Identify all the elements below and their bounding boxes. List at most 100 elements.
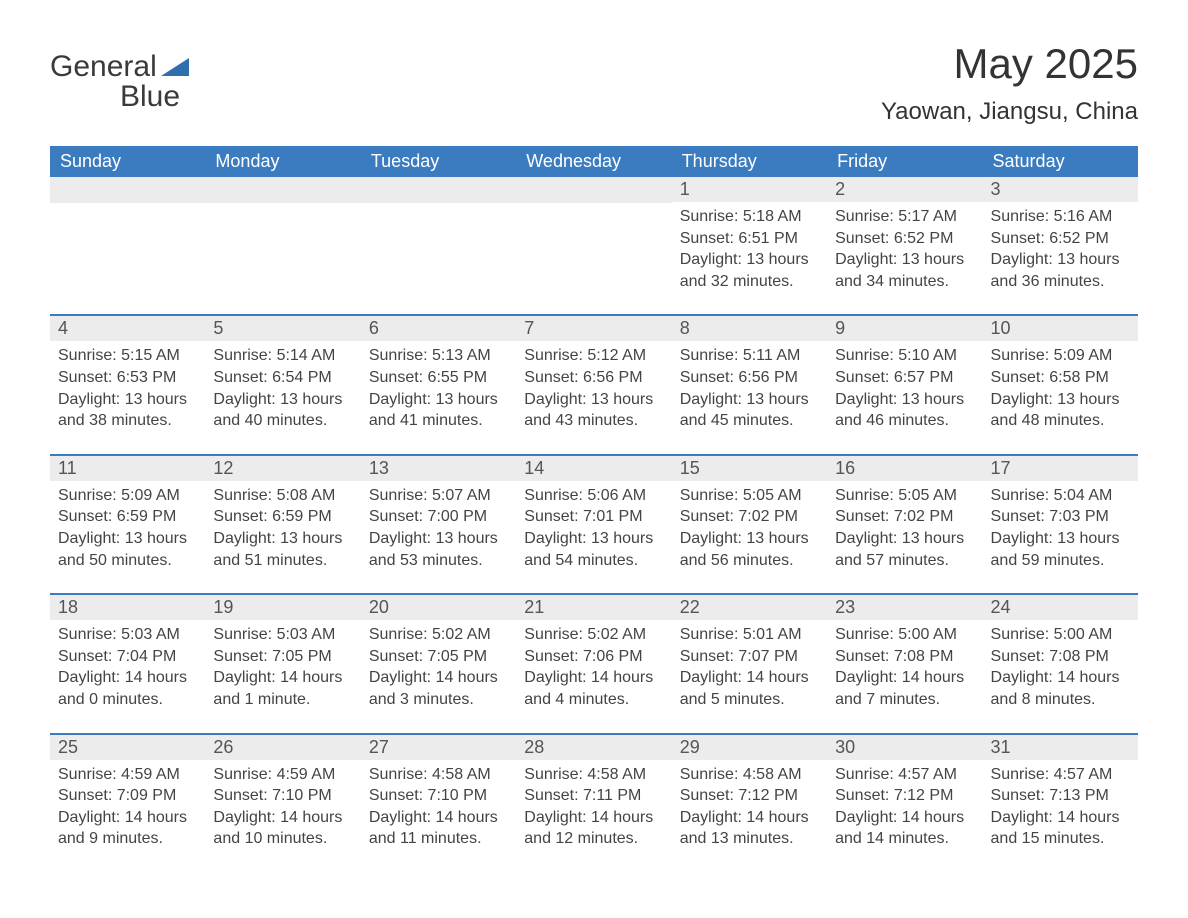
calendar-cell: 19Sunrise: 5:03 AMSunset: 7:05 PMDayligh… — [205, 594, 360, 733]
calendar-cell: 9Sunrise: 5:10 AMSunset: 6:57 PMDaylight… — [827, 315, 982, 454]
day-details: Sunrise: 5:15 AMSunset: 6:53 PMDaylight:… — [50, 341, 205, 453]
day-details: Sunrise: 5:02 AMSunset: 7:05 PMDaylight:… — [361, 620, 516, 732]
day-number: 9 — [827, 316, 982, 341]
day-number: 15 — [672, 456, 827, 481]
calendar-cell: 24Sunrise: 5:00 AMSunset: 7:08 PMDayligh… — [983, 594, 1138, 733]
calendar-cell: 29Sunrise: 4:58 AMSunset: 7:12 PMDayligh… — [672, 734, 827, 872]
day-details: Sunrise: 5:00 AMSunset: 7:08 PMDaylight:… — [827, 620, 982, 732]
calendar-cell — [50, 177, 205, 315]
calendar-table: SundayMondayTuesdayWednesdayThursdayFrid… — [50, 146, 1138, 872]
day-details: Sunrise: 5:00 AMSunset: 7:08 PMDaylight:… — [983, 620, 1138, 732]
logo-word2: Blue — [120, 80, 180, 113]
calendar-cell: 16Sunrise: 5:05 AMSunset: 7:02 PMDayligh… — [827, 455, 982, 594]
day-number: 22 — [672, 595, 827, 620]
logo-triangle-icon — [161, 54, 189, 81]
day-details: Sunrise: 5:08 AMSunset: 6:59 PMDaylight:… — [205, 481, 360, 593]
day-details: Sunrise: 4:59 AMSunset: 7:09 PMDaylight:… — [50, 760, 205, 872]
day-details: Sunrise: 5:09 AMSunset: 6:58 PMDaylight:… — [983, 341, 1138, 453]
weekday-header: Friday — [827, 146, 982, 177]
calendar-cell: 25Sunrise: 4:59 AMSunset: 7:09 PMDayligh… — [50, 734, 205, 872]
day-details: Sunrise: 5:13 AMSunset: 6:55 PMDaylight:… — [361, 341, 516, 453]
day-details: Sunrise: 5:06 AMSunset: 7:01 PMDaylight:… — [516, 481, 671, 593]
calendar-cell: 15Sunrise: 5:05 AMSunset: 7:02 PMDayligh… — [672, 455, 827, 594]
calendar-cell: 30Sunrise: 4:57 AMSunset: 7:12 PMDayligh… — [827, 734, 982, 872]
calendar-cell: 11Sunrise: 5:09 AMSunset: 6:59 PMDayligh… — [50, 455, 205, 594]
day-number: 17 — [983, 456, 1138, 481]
day-number: 19 — [205, 595, 360, 620]
page-subtitle: Yaowan, Jiangsu, China — [881, 98, 1138, 126]
calendar-cell: 8Sunrise: 5:11 AMSunset: 6:56 PMDaylight… — [672, 315, 827, 454]
day-details: Sunrise: 5:12 AMSunset: 6:56 PMDaylight:… — [516, 341, 671, 453]
weekday-header: Saturday — [983, 146, 1138, 177]
day-details: Sunrise: 4:57 AMSunset: 7:12 PMDaylight:… — [827, 760, 982, 872]
day-number: 2 — [827, 177, 982, 202]
calendar-cell: 12Sunrise: 5:08 AMSunset: 6:59 PMDayligh… — [205, 455, 360, 594]
calendar-cell: 1Sunrise: 5:18 AMSunset: 6:51 PMDaylight… — [672, 177, 827, 315]
calendar-cell: 28Sunrise: 4:58 AMSunset: 7:11 PMDayligh… — [516, 734, 671, 872]
weekday-header: Monday — [205, 146, 360, 177]
day-number: 20 — [361, 595, 516, 620]
day-details: Sunrise: 5:09 AMSunset: 6:59 PMDaylight:… — [50, 481, 205, 593]
day-number: 13 — [361, 456, 516, 481]
day-number: 7 — [516, 316, 671, 341]
header: General Blue May 2025 Yaowan, Jiangsu, C… — [50, 40, 1138, 138]
day-details: Sunrise: 5:05 AMSunset: 7:02 PMDaylight:… — [672, 481, 827, 593]
logo-text: General Blue — [50, 52, 189, 112]
calendar-cell: 2Sunrise: 5:17 AMSunset: 6:52 PMDaylight… — [827, 177, 982, 315]
calendar-cell: 26Sunrise: 4:59 AMSunset: 7:10 PMDayligh… — [205, 734, 360, 872]
calendar-cell — [516, 177, 671, 315]
day-number: 11 — [50, 456, 205, 481]
day-details: Sunrise: 5:18 AMSunset: 6:51 PMDaylight:… — [672, 202, 827, 314]
weekday-header: Wednesday — [516, 146, 671, 177]
day-details: Sunrise: 5:03 AMSunset: 7:05 PMDaylight:… — [205, 620, 360, 732]
calendar-cell: 31Sunrise: 4:57 AMSunset: 7:13 PMDayligh… — [983, 734, 1138, 872]
day-details: Sunrise: 5:14 AMSunset: 6:54 PMDaylight:… — [205, 341, 360, 453]
day-number: 6 — [361, 316, 516, 341]
day-number: 25 — [50, 735, 205, 760]
calendar-cell: 13Sunrise: 5:07 AMSunset: 7:00 PMDayligh… — [361, 455, 516, 594]
weekday-header: Thursday — [672, 146, 827, 177]
calendar-cell — [361, 177, 516, 315]
day-number: 18 — [50, 595, 205, 620]
calendar-cell: 10Sunrise: 5:09 AMSunset: 6:58 PMDayligh… — [983, 315, 1138, 454]
day-number: 21 — [516, 595, 671, 620]
day-number: 8 — [672, 316, 827, 341]
day-details: Sunrise: 4:58 AMSunset: 7:10 PMDaylight:… — [361, 760, 516, 872]
day-number: 24 — [983, 595, 1138, 620]
day-details: Sunrise: 4:57 AMSunset: 7:13 PMDaylight:… — [983, 760, 1138, 872]
day-details: Sunrise: 5:02 AMSunset: 7:06 PMDaylight:… — [516, 620, 671, 732]
day-number: 1 — [672, 177, 827, 202]
day-details: Sunrise: 5:07 AMSunset: 7:00 PMDaylight:… — [361, 481, 516, 593]
calendar-cell: 21Sunrise: 5:02 AMSunset: 7:06 PMDayligh… — [516, 594, 671, 733]
day-number: 29 — [672, 735, 827, 760]
day-details: Sunrise: 4:58 AMSunset: 7:11 PMDaylight:… — [516, 760, 671, 872]
day-number: 10 — [983, 316, 1138, 341]
logo-word1: General — [50, 50, 157, 83]
day-number: 16 — [827, 456, 982, 481]
calendar-cell: 5Sunrise: 5:14 AMSunset: 6:54 PMDaylight… — [205, 315, 360, 454]
day-details: Sunrise: 5:03 AMSunset: 7:04 PMDaylight:… — [50, 620, 205, 732]
day-number: 28 — [516, 735, 671, 760]
calendar-cell: 20Sunrise: 5:02 AMSunset: 7:05 PMDayligh… — [361, 594, 516, 733]
calendar-cell: 27Sunrise: 4:58 AMSunset: 7:10 PMDayligh… — [361, 734, 516, 872]
calendar-cell: 7Sunrise: 5:12 AMSunset: 6:56 PMDaylight… — [516, 315, 671, 454]
day-number: 4 — [50, 316, 205, 341]
calendar-cell: 14Sunrise: 5:06 AMSunset: 7:01 PMDayligh… — [516, 455, 671, 594]
day-number: 30 — [827, 735, 982, 760]
day-details: Sunrise: 4:59 AMSunset: 7:10 PMDaylight:… — [205, 760, 360, 872]
calendar-body: 1Sunrise: 5:18 AMSunset: 6:51 PMDaylight… — [50, 177, 1138, 872]
calendar-cell: 22Sunrise: 5:01 AMSunset: 7:07 PMDayligh… — [672, 594, 827, 733]
day-details: Sunrise: 5:17 AMSunset: 6:52 PMDaylight:… — [827, 202, 982, 314]
calendar-cell: 6Sunrise: 5:13 AMSunset: 6:55 PMDaylight… — [361, 315, 516, 454]
day-number: 26 — [205, 735, 360, 760]
day-number: 12 — [205, 456, 360, 481]
day-number: 14 — [516, 456, 671, 481]
calendar-cell: 23Sunrise: 5:00 AMSunset: 7:08 PMDayligh… — [827, 594, 982, 733]
day-details: Sunrise: 5:01 AMSunset: 7:07 PMDaylight:… — [672, 620, 827, 732]
day-details: Sunrise: 5:05 AMSunset: 7:02 PMDaylight:… — [827, 481, 982, 593]
calendar-cell: 17Sunrise: 5:04 AMSunset: 7:03 PMDayligh… — [983, 455, 1138, 594]
day-details: Sunrise: 5:04 AMSunset: 7:03 PMDaylight:… — [983, 481, 1138, 593]
weekday-header: Sunday — [50, 146, 205, 177]
day-details: Sunrise: 5:10 AMSunset: 6:57 PMDaylight:… — [827, 341, 982, 453]
weekday-header: Tuesday — [361, 146, 516, 177]
